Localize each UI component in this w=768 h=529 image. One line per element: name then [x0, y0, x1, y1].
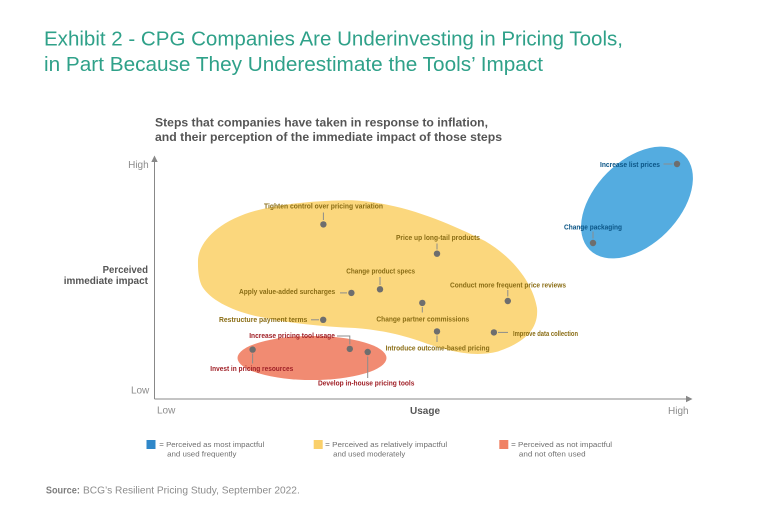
svg-text:Introduce outcome-based pricin: Introduce outcome-based pricing — [386, 346, 490, 353]
svg-text:Increase pricing tool usage: Increase pricing tool usage — [249, 333, 335, 340]
svg-text:Low: Low — [157, 406, 176, 417]
svg-text:Increase list prices: Increase list prices — [600, 162, 660, 169]
svg-text:Usage: Usage — [410, 406, 440, 417]
svg-text:Perceived: Perceived — [103, 265, 148, 276]
svg-text:Source:: Source: — [46, 486, 80, 497]
svg-text:Low: Low — [131, 386, 150, 397]
svg-text:and used frequently: and used frequently — [167, 452, 237, 459]
svg-text:and used moderately: and used moderately — [333, 452, 406, 459]
svg-text:BCG’s Resilient Pricing Study,: BCG’s Resilient Pricing Study, September… — [83, 486, 300, 497]
svg-text:Restructure payment terms: Restructure payment terms — [219, 317, 307, 324]
svg-text:Conduct more frequent price re: Conduct more frequent price reviews — [450, 282, 566, 289]
svg-text:immediate impact: immediate impact — [64, 276, 149, 287]
svg-text:Change packaging: Change packaging — [564, 224, 622, 231]
svg-text:Price up long-tail products: Price up long-tail products — [396, 235, 480, 242]
svg-text:Steps that companies have take: Steps that companies have taken in respo… — [155, 118, 488, 130]
svg-text:High: High — [128, 160, 149, 171]
svg-text:= Perceived as most impactful: = Perceived as most impactful — [159, 442, 264, 449]
svg-text:= Perceived as relatively impa: = Perceived as relatively impactful — [325, 442, 447, 449]
svg-text:Develop in-house pricing tools: Develop in-house pricing tools — [318, 380, 414, 387]
svg-text:Change product specs: Change product specs — [346, 269, 415, 276]
svg-text:and not often used: and not often used — [519, 452, 586, 459]
svg-text:Change partner commissions: Change partner commissions — [376, 316, 469, 323]
svg-text:High: High — [668, 406, 689, 417]
svg-text:Improve data collection: Improve data collection — [513, 331, 578, 338]
svg-text:Exhibit 2 - CPG Companies Are: Exhibit 2 - CPG Companies Are Underinves… — [44, 29, 623, 51]
svg-text:Tighten control over pricing v: Tighten control over pricing variation — [264, 203, 383, 210]
svg-text:Apply value-added surcharges: Apply value-added surcharges — [239, 289, 335, 296]
svg-text:and their perception of the im: and their perception of the immediate im… — [155, 132, 502, 144]
svg-text:in Part Because They Underesti: in Part Because They Underestimate the T… — [44, 54, 543, 76]
svg-text:Invest in pricing resources: Invest in pricing resources — [210, 366, 293, 373]
svg-text:= Perceived as not impactful: = Perceived as not impactful — [511, 442, 612, 449]
